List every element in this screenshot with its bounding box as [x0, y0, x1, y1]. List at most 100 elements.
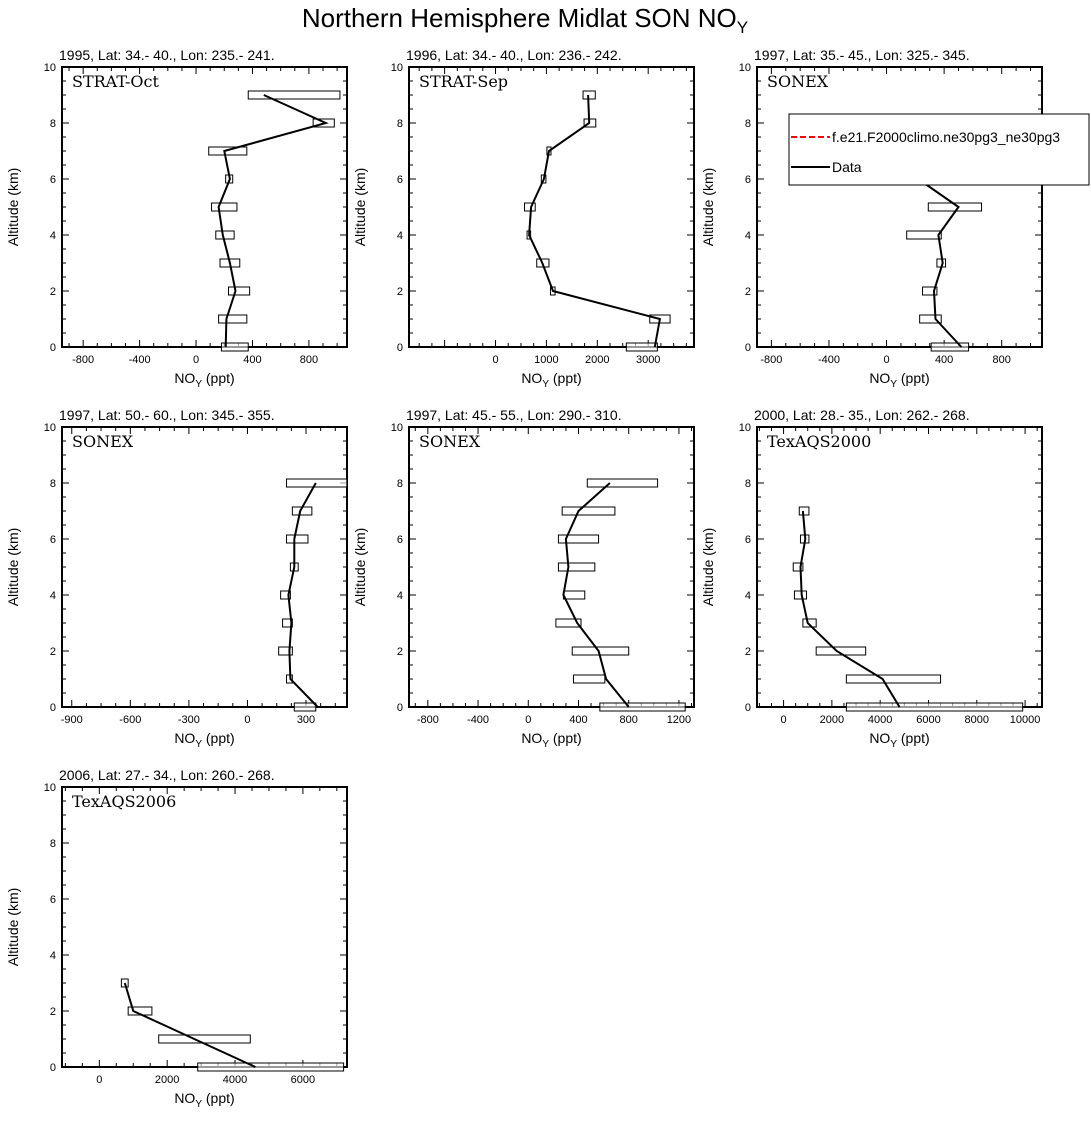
y-tick-label: 6: [745, 534, 751, 546]
y-tick-label: 10: [739, 62, 751, 74]
y-tick-label: 2: [50, 286, 56, 298]
x-tick-label: 6000: [291, 1074, 315, 1086]
x-tick-label: 300: [297, 714, 315, 726]
y-tick-label: 2: [745, 646, 751, 658]
plot-frame: [61, 786, 348, 1068]
x-axis-label-unit: (ppt): [202, 370, 235, 386]
campaign-label: SONEX: [419, 432, 481, 451]
range-box: [293, 702, 317, 712]
y-tick-label: 8: [745, 118, 751, 130]
figure-title-main: Northern Hemisphere Midlat SON NO: [302, 3, 737, 33]
y-tick-label: 10: [44, 422, 56, 434]
x-axis-label: NOY (ppt): [869, 730, 929, 750]
range-box: [220, 342, 249, 352]
x-axis-label: NOY (ppt): [174, 370, 234, 390]
x-axis-label-unit: (ppt): [549, 370, 582, 386]
x-tick-label: -600: [119, 714, 141, 726]
panel-5: 1997, Lat: 45.- 55., Lon: 290.- 310. 0 2 4 6…: [352, 407, 695, 750]
x-axis-label-subscript: Y: [195, 739, 202, 750]
plot-frame: [408, 66, 695, 348]
x-tick-label: 2000: [820, 714, 844, 726]
range-box: [555, 618, 582, 628]
range-box: [793, 590, 808, 600]
range-box: [557, 534, 600, 544]
y-tick-label: 4: [397, 230, 403, 242]
range-box: [285, 478, 348, 488]
x-tick-label: -800: [417, 714, 439, 726]
y-axis-label: Altitude (km): [5, 888, 21, 967]
range-box: [227, 286, 251, 296]
range-box: [845, 702, 1024, 712]
range-box: [247, 90, 341, 100]
panel-title: 1997, Lat: 35.- 45., Lon: 325.- 345.: [754, 47, 970, 63]
x-tick-label: 800: [300, 354, 318, 366]
y-tick-label: 6: [50, 174, 56, 186]
panel-title: 1997, Lat: 45.- 55., Lon: 290.- 310.: [406, 407, 622, 423]
y-axis-label: Altitude (km): [352, 168, 368, 247]
plot-frame: [61, 426, 348, 708]
data-profile-line: [123, 982, 256, 1068]
x-axis-label-main: NO: [869, 730, 890, 746]
x-axis-label-unit: (ppt): [897, 730, 930, 746]
x-tick-label: 0: [883, 354, 889, 366]
y-tick-label: 4: [397, 590, 403, 602]
x-axis-label-main: NO: [174, 1090, 195, 1106]
panel-1: 1995, Lat: 34.- 40., Lon: 235.- 241. 0 2 4 6…: [5, 47, 348, 390]
campaign-label: TexAQS2000: [767, 432, 871, 451]
panel-title: 2006, Lat: 27.- 34., Lon: 260.- 268.: [59, 767, 275, 783]
x-axis-label-subscript: Y: [195, 1099, 202, 1110]
x-tick-label: 3000: [636, 354, 660, 366]
x-axis-label-subscript: Y: [890, 739, 897, 750]
range-box: [524, 202, 536, 212]
panel-title: 1996, Lat: 34.- 40., Lon: 236.- 242.: [406, 47, 622, 63]
x-tick-label: -400: [818, 354, 840, 366]
y-tick-label: 0: [745, 702, 751, 714]
x-tick-label: 400: [569, 714, 587, 726]
x-tick-label: 400: [243, 354, 261, 366]
x-tick-label: 0: [193, 354, 199, 366]
range-box: [625, 342, 658, 352]
x-tick-label: 0: [492, 354, 498, 366]
x-axis-label-subscript: Y: [890, 379, 897, 390]
y-axis-label: Altitude (km): [5, 528, 21, 607]
panel-4: 1997, Lat: 50.- 60., Lon: 345.- 355. 0 2 4 6…: [5, 407, 348, 750]
y-tick-label: 6: [50, 534, 56, 546]
y-axis-label: Altitude (km): [700, 168, 716, 247]
data-profile-line: [528, 94, 662, 348]
y-tick-label: 4: [50, 230, 56, 242]
y-tick-label: 8: [50, 478, 56, 490]
x-axis-label-unit: (ppt): [202, 1090, 235, 1106]
panel-6: 2000, Lat: 28.- 35., Lon: 262.- 268. 0 2 4 6…: [700, 407, 1043, 750]
range-box: [815, 646, 867, 656]
y-tick-label: 8: [50, 838, 56, 850]
legend: f.e21.F2000climo.ne30pg3_ne30pg3 Data: [788, 113, 1090, 186]
x-axis-label-unit: (ppt): [202, 730, 235, 746]
range-box: [792, 562, 804, 572]
y-tick-label: 0: [50, 1062, 56, 1074]
x-tick-label: 800: [620, 714, 638, 726]
y-tick-label: 8: [397, 118, 403, 130]
campaign-label: STRAT-Oct: [72, 72, 159, 91]
y-tick-label: 0: [745, 342, 751, 354]
y-tick-label: 10: [391, 62, 403, 74]
x-tick-label: 0: [525, 714, 531, 726]
y-axis-label: Altitude (km): [5, 168, 21, 247]
x-axis-label-main: NO: [869, 370, 890, 386]
range-box: [906, 230, 942, 240]
panel-title: 1995, Lat: 34.- 40., Lon: 235.- 241.: [59, 47, 275, 63]
range-box: [561, 506, 616, 516]
x-tick-label: 6000: [916, 714, 940, 726]
x-tick-label: 400: [935, 354, 953, 366]
x-axis-label: NOY (ppt): [174, 1090, 234, 1110]
range-box: [211, 202, 238, 212]
y-tick-label: 0: [50, 702, 56, 714]
y-axis-label: Altitude (km): [352, 528, 368, 607]
x-axis-label-unit: (ppt): [549, 730, 582, 746]
range-box: [922, 286, 938, 296]
plot-frame: [61, 66, 348, 348]
x-tick-label: 2000: [155, 1074, 179, 1086]
data-profile-line: [562, 482, 630, 708]
range-box: [599, 702, 686, 712]
data-profile-line: [217, 94, 329, 348]
